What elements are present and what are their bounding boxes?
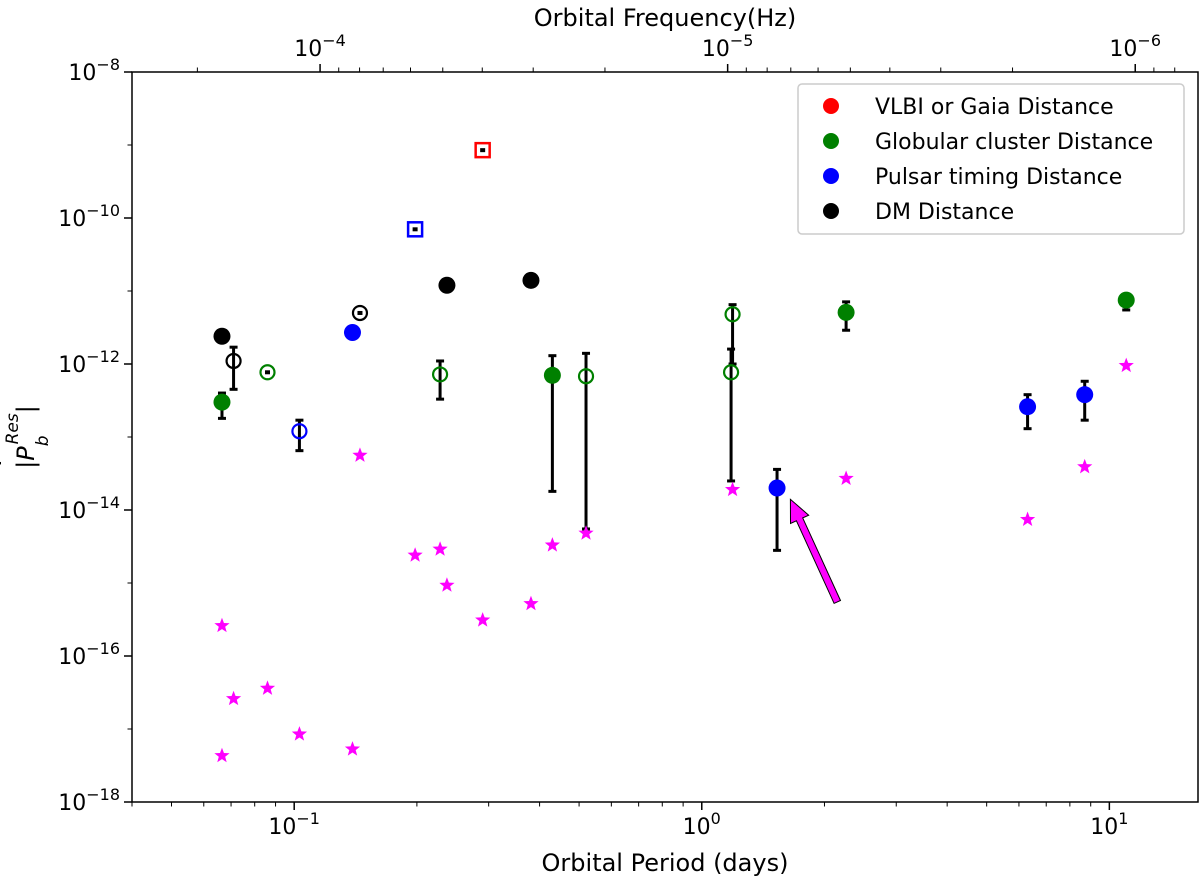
x-tick-label: 101 (1090, 809, 1128, 840)
y-tick-label: 10−8 (68, 55, 120, 86)
filled-circle-marker (213, 327, 231, 345)
plot-frame (131, 71, 1199, 803)
y-tick-label: 10−12 (58, 347, 120, 378)
y-axis-title: |PbRes| · (0, 405, 53, 469)
x-tick-label: 100 (683, 809, 721, 840)
center-dot (412, 227, 418, 232)
y-axis-title-dot: · (0, 459, 14, 467)
filled-circle-marker (768, 479, 786, 497)
filled-circle-marker (343, 324, 361, 342)
y-tick-label: 10−14 (58, 493, 120, 524)
star-marker (259, 680, 276, 695)
legend-marker (823, 203, 839, 219)
star-marker (1118, 357, 1134, 373)
data-points (213, 141, 1135, 497)
open-circle-marker (724, 306, 741, 323)
star-marker (523, 595, 539, 611)
filled-circle-marker (1076, 386, 1094, 404)
star-marker (1077, 458, 1093, 474)
star-marker (407, 547, 423, 562)
legend-box (797, 83, 1185, 235)
svg-text:|PbRes|: |PbRes| (3, 405, 53, 469)
legend-marker (823, 133, 839, 149)
open-circle-marker (259, 364, 276, 381)
star-marker (291, 726, 308, 741)
star-markers (214, 357, 1134, 763)
y-tick-label: 10−10 (58, 201, 120, 232)
star-marker (475, 612, 491, 627)
top-axis-title: Orbital Frequency(Hz) (534, 4, 796, 32)
arrow (789, 498, 842, 605)
open-circle-marker (431, 366, 449, 383)
star-marker (578, 525, 594, 540)
legend-marker (823, 98, 839, 114)
filled-circle-marker (543, 366, 561, 384)
star-marker (352, 447, 368, 462)
center-dot (264, 370, 270, 375)
open-circle-marker (722, 364, 740, 381)
star-marker (225, 690, 242, 706)
star-marker (724, 481, 741, 497)
open-circle-marker (225, 352, 242, 370)
legend: VLBI or Gaia Distance Globular cluster Di… (797, 83, 1185, 235)
filled-circle-marker (1117, 291, 1135, 309)
star-marker (1019, 511, 1036, 527)
top-tick-label: 10−5 (702, 31, 754, 62)
legend-label: Pulsar timing Distance (875, 165, 1122, 190)
filled-circle-marker (438, 276, 456, 294)
top-tick-label: 10−6 (1109, 31, 1161, 62)
x-axis-title: Orbital Period (days) (542, 849, 789, 877)
filled-circle-marker (213, 393, 231, 411)
star-marker (214, 617, 230, 633)
star-marker (439, 577, 455, 592)
star-marker (432, 541, 448, 556)
center-dot (357, 310, 363, 315)
open-square-marker (406, 221, 424, 238)
open-circle-marker (577, 368, 595, 385)
x-tick-label: 10−1 (268, 809, 320, 840)
open-circle-marker (291, 423, 308, 440)
axes-layer: 10−1 100 101 10−4 10−5 10−6 10−18 10−16 10−14 10−… (58, 31, 1176, 840)
legend-label: Globular cluster Distance (875, 130, 1153, 155)
center-dot (480, 148, 486, 153)
open-circle-marker (351, 304, 369, 322)
annotation-arrow (789, 498, 842, 605)
open-square-marker (474, 141, 491, 159)
legend-marker (823, 168, 839, 184)
star-marker (838, 470, 854, 485)
filled-circle-marker (522, 271, 540, 289)
star-marker (214, 747, 230, 763)
star-marker (344, 741, 361, 756)
star-marker (544, 537, 560, 552)
legend-label: DM Distance (875, 200, 1014, 225)
y-tick-label: 10−16 (58, 639, 120, 670)
filled-circle-marker (1019, 398, 1037, 416)
top-tick-label: 10−4 (294, 31, 346, 62)
legend-label: VLBI or Gaia Distance (875, 95, 1114, 120)
y-tick-label: 10−18 (58, 785, 120, 816)
filled-circle-marker (837, 303, 855, 321)
